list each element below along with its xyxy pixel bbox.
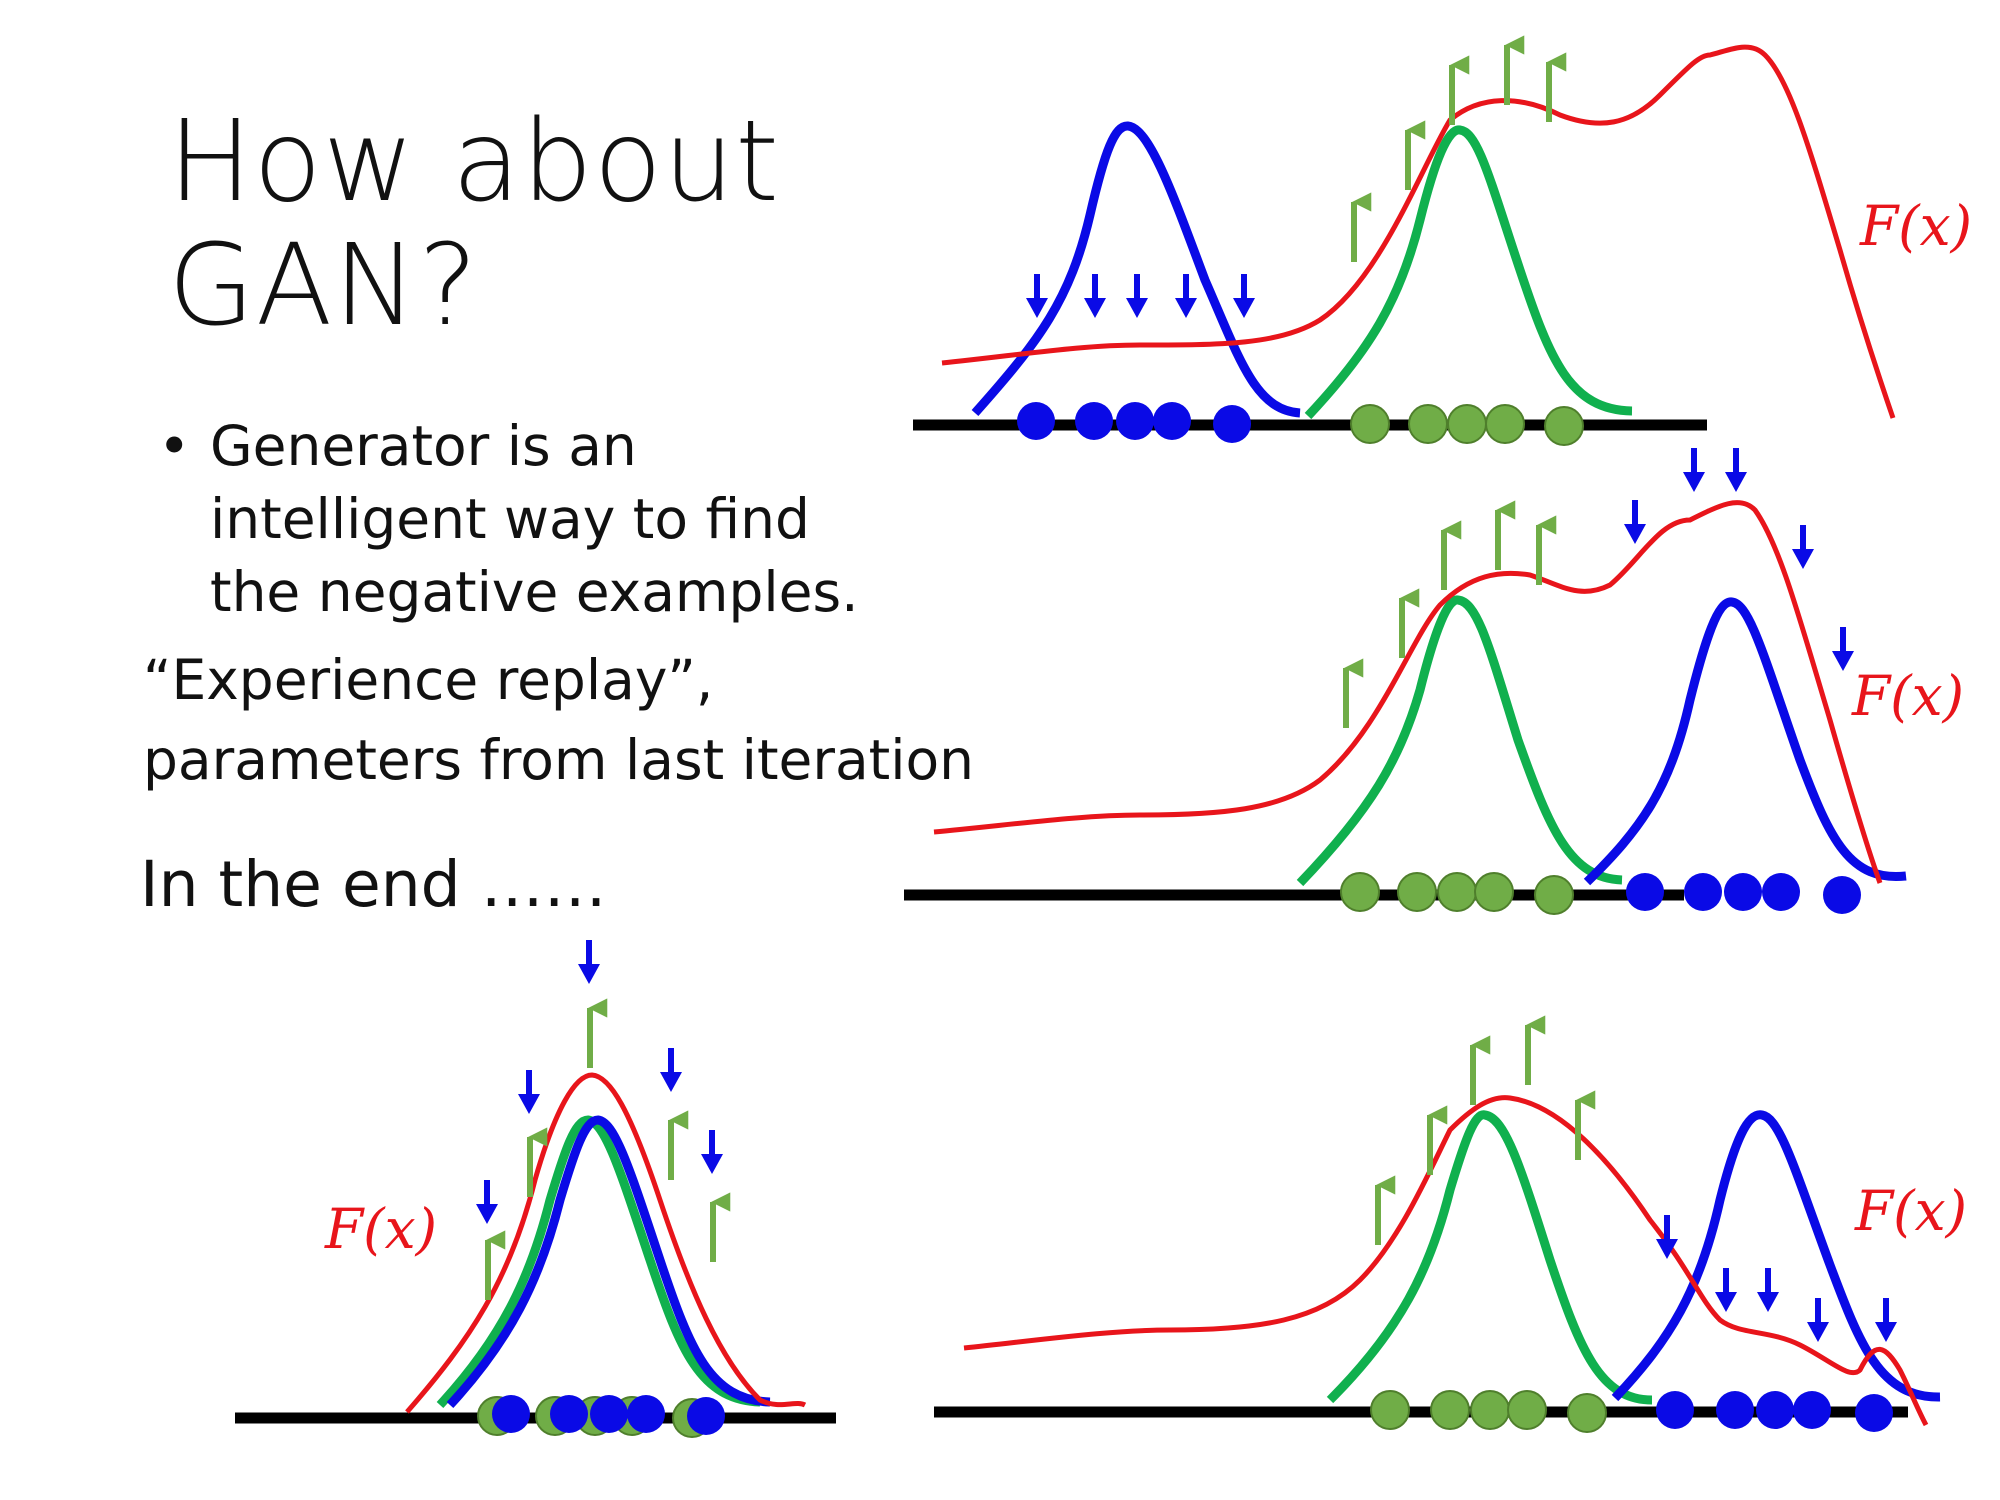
down-arrow-icon xyxy=(1683,448,1705,492)
down-arrow-icon xyxy=(1807,1298,1829,1342)
real-sample-dot xyxy=(1350,404,1390,444)
down-arrow-icon xyxy=(578,940,600,984)
generated-sample-dot xyxy=(1684,873,1722,911)
down-arrow-icon xyxy=(1757,1268,1779,1312)
up-arrows xyxy=(1351,35,1567,262)
generated-sample-dot xyxy=(1823,876,1861,914)
up-arrows xyxy=(1343,500,1557,728)
down-arrow-icon xyxy=(1715,1268,1737,1312)
in-the-end-text: In the end …… xyxy=(140,848,607,921)
generated-sample-dot xyxy=(492,1395,530,1433)
down-arrow-icon xyxy=(660,1048,682,1092)
panel-bottom-right: F(x) xyxy=(934,1015,1967,1433)
function-label: F(x) xyxy=(1851,664,1964,728)
data-distribution-curve xyxy=(1326,1110,1653,1405)
real-sample-dot xyxy=(1534,875,1574,915)
real-samples xyxy=(1350,404,1584,446)
down-arrow-icon xyxy=(476,1180,498,1224)
bullet-text: Generator is an intelligent way to find … xyxy=(210,414,859,624)
down-arrow-icon xyxy=(1792,525,1814,569)
bullet-dot: • xyxy=(158,414,191,478)
generated-sample-dot xyxy=(1116,402,1154,440)
up-arrows xyxy=(485,998,731,1300)
generated-distribution-curve xyxy=(1611,1110,1941,1402)
function-curve xyxy=(405,1072,807,1414)
generated-samples xyxy=(1656,1391,1893,1432)
down-arrow-icon xyxy=(1656,1215,1678,1259)
data-distribution-curve xyxy=(1304,125,1633,420)
down-arrow-icon xyxy=(1233,274,1255,318)
generated-sample-dot xyxy=(1793,1391,1831,1429)
real-sample-dot xyxy=(1470,1390,1510,1430)
real-sample-dot xyxy=(1437,872,1477,912)
generated-distribution-curve xyxy=(1583,597,1907,886)
real-samples xyxy=(1370,1390,1607,1433)
panel-middle-right: F(x) xyxy=(904,448,1964,915)
generated-sample-dot xyxy=(1855,1394,1893,1432)
real-sample-dot xyxy=(1507,1390,1547,1430)
generated-sample-dot xyxy=(1724,873,1762,911)
down-arrows xyxy=(476,940,723,1224)
down-arrow-icon xyxy=(1126,274,1148,318)
down-arrow-icon xyxy=(1026,274,1048,318)
generated-sample-dot xyxy=(627,1395,665,1433)
real-sample-dot xyxy=(1474,872,1514,912)
down-arrow-icon xyxy=(1084,274,1106,318)
generated-sample-dot xyxy=(1762,873,1800,911)
real-sample-dot xyxy=(1408,404,1448,444)
down-arrow-icon xyxy=(1725,448,1747,492)
down-arrow-icon xyxy=(1832,627,1854,671)
generated-sample-dot xyxy=(1716,1391,1754,1429)
down-arrow-icon xyxy=(1875,1298,1897,1342)
generated-distribution-curve xyxy=(446,1115,771,1409)
function-curve xyxy=(963,1095,1929,1427)
down-arrow-icon xyxy=(701,1130,723,1174)
function-label: F(x) xyxy=(324,1197,437,1261)
slide-title: How about GAN? xyxy=(168,97,781,351)
generated-samples xyxy=(492,1395,725,1435)
real-sample-dot xyxy=(1485,404,1525,444)
function-label: F(x) xyxy=(1854,1179,1967,1243)
down-arrow-icon xyxy=(1624,500,1646,544)
generated-sample-dot xyxy=(1017,402,1055,440)
down-arrows xyxy=(1656,1215,1897,1342)
real-sample-dot xyxy=(1397,872,1437,912)
real-sample-dot xyxy=(1447,404,1487,444)
function-curve xyxy=(933,500,1883,884)
generated-sample-dot xyxy=(1756,1391,1794,1429)
generated-samples xyxy=(1017,402,1251,443)
generated-distribution-curve xyxy=(971,121,1301,418)
experience-replay-note: “Experience replay”, parameters from las… xyxy=(143,648,975,792)
real-samples xyxy=(1340,872,1574,915)
data-distribution-curve xyxy=(1296,595,1623,887)
function-curve xyxy=(941,44,1896,419)
down-arrows xyxy=(1624,448,1854,671)
down-arrow-icon xyxy=(518,1070,540,1114)
panel-bottom-left: F(x) xyxy=(235,940,836,1438)
generated-sample-dot xyxy=(550,1395,588,1433)
generated-sample-dot xyxy=(1656,1391,1694,1429)
up-arrows xyxy=(1375,1015,1596,1245)
generated-sample-dot xyxy=(590,1395,628,1433)
generated-sample-dot xyxy=(1153,402,1191,440)
generated-sample-dot xyxy=(1075,402,1113,440)
function-label: F(x) xyxy=(1859,194,1972,258)
real-sample-dot xyxy=(1567,1393,1607,1433)
generated-sample-dot xyxy=(1213,405,1251,443)
down-arrows xyxy=(1026,274,1255,318)
real-sample-dot xyxy=(1430,1390,1470,1430)
real-sample-dot xyxy=(1340,872,1380,912)
generated-sample-dot xyxy=(687,1397,725,1435)
generated-samples xyxy=(1626,873,1861,914)
generated-sample-dot xyxy=(1626,873,1664,911)
real-sample-dot xyxy=(1544,406,1584,446)
panel-top-right: F(x) xyxy=(913,35,1972,446)
down-arrow-icon xyxy=(1175,274,1197,318)
real-sample-dot xyxy=(1370,1390,1410,1430)
